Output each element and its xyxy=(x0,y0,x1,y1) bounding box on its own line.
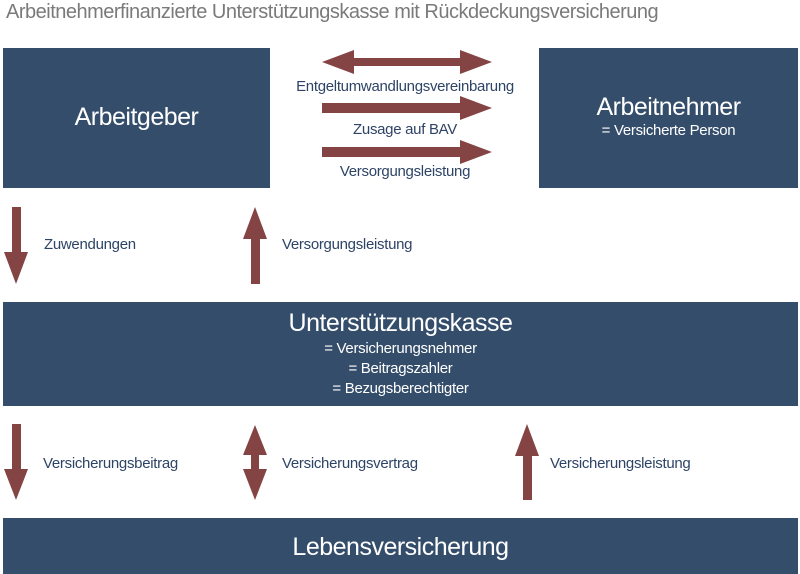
arbeitnehmer-label: Arbeitnehmer xyxy=(596,93,741,121)
label-zuwendungen: Zuwendungen xyxy=(44,236,136,253)
kasse-sub: = Beitragszahler xyxy=(348,360,453,377)
double-arrow-horizontal xyxy=(322,50,492,74)
right-arrow-2 xyxy=(322,140,492,164)
label-entgeltumwandlung: Entgeltumwandlungsvereinbarung xyxy=(296,78,514,95)
down-arrow-versicherungsbeitrag xyxy=(4,424,28,500)
label-versorgungsleistung-top: Versorgungsleistung xyxy=(339,163,471,180)
unterstuetzungskasse-box: Unterstützungskasse = Versicherungsnehme… xyxy=(3,302,798,406)
kasse-sub: = Versicherungsnehmer xyxy=(324,340,477,357)
kasse-sub: = Bezugsberechtigter xyxy=(332,380,469,397)
double-arrow-vertical xyxy=(243,425,267,500)
label-versicherungsleistung: Versicherungsleistung xyxy=(550,455,691,472)
arbeitgeber-label: Arbeitgeber xyxy=(74,103,199,131)
lebensversicherung-box: Lebensversicherung xyxy=(3,518,798,574)
down-arrow-zuwendungen xyxy=(4,207,28,284)
arbeitnehmer-sub: = Versicherte Person xyxy=(601,122,736,139)
arbeitgeber-box: Arbeitgeber xyxy=(3,48,270,188)
arbeitnehmer-box: Arbeitnehmer = Versicherte Person xyxy=(539,48,798,188)
label-zusage: Zusage auf BAV xyxy=(353,121,457,138)
diagram-title: Arbeitnehmerfinanzierte Unterstützungska… xyxy=(6,1,659,23)
label-versorgungsleistung-mid: Versorgungsleistung xyxy=(282,236,413,253)
lebensversicherung-label: Lebensversicherung xyxy=(292,533,509,561)
up-arrow-versicherungsleistung xyxy=(515,424,539,500)
up-arrow-versorgungsleistung xyxy=(243,207,267,284)
label-versicherungsbeitrag: Versicherungsbeitrag xyxy=(43,455,178,472)
label-versicherungsvertrag: Versicherungsvertrag xyxy=(282,455,418,472)
right-arrow-1 xyxy=(322,96,492,120)
kasse-label: Unterstützungskasse xyxy=(288,309,513,337)
